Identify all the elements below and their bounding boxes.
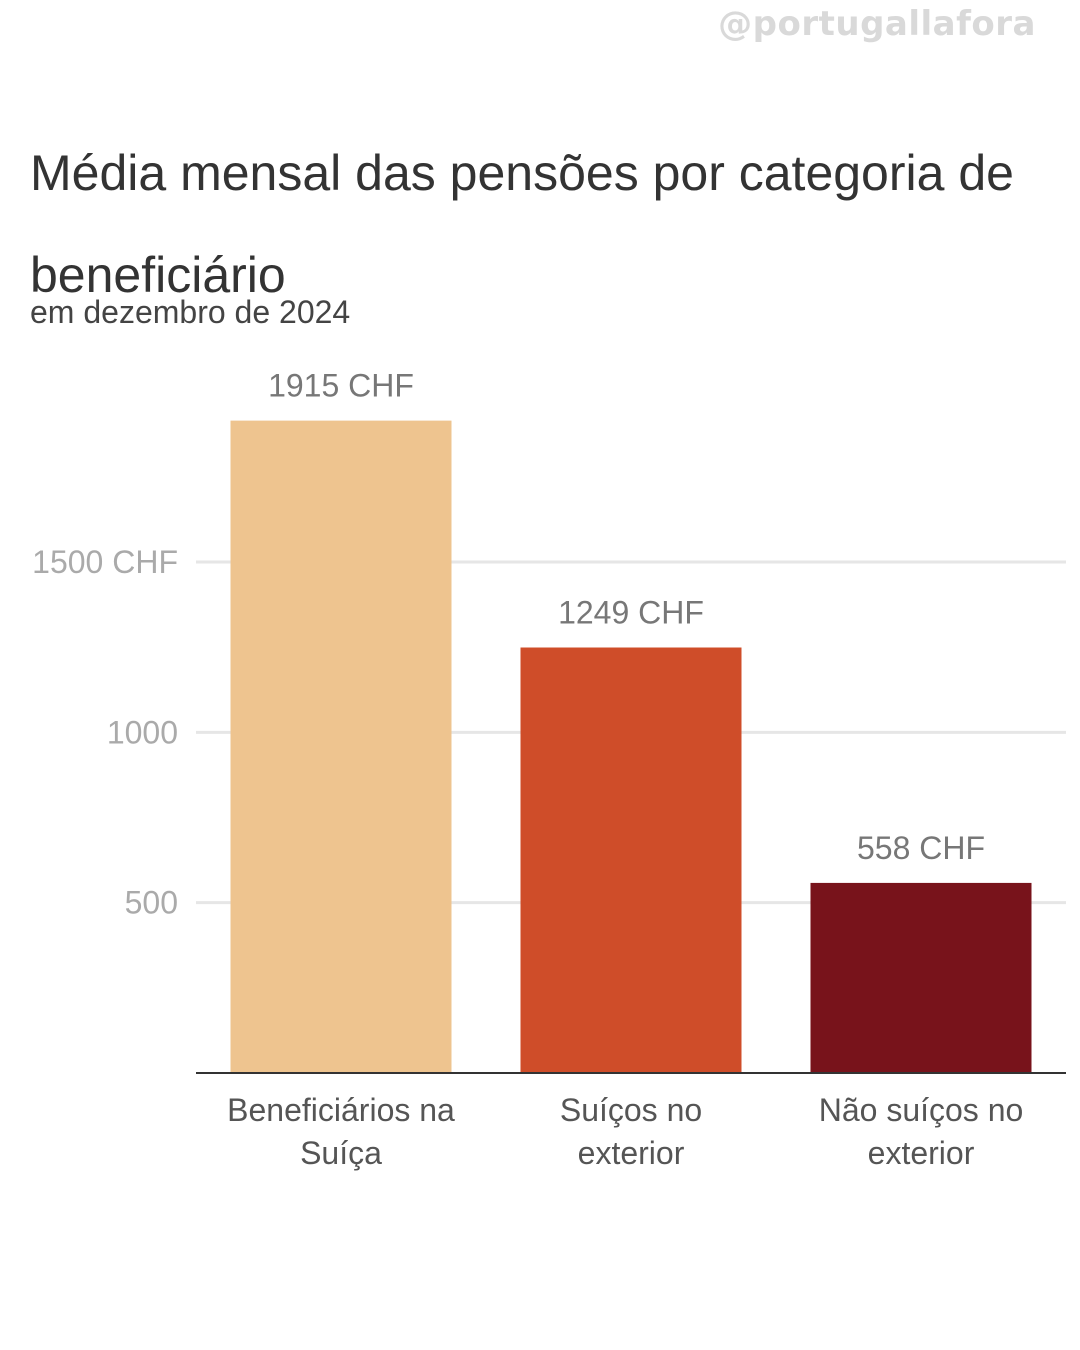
data-label: 1249 CHF [558,595,704,631]
watermark: @portugallafora [718,4,1036,44]
x-tick-label: exterior [578,1135,685,1171]
bar [520,647,742,1073]
chart-title: Média mensal das pensões por categoria d… [30,145,1014,303]
y-tick-label: 1500 CHF [32,544,178,580]
data-label: 1915 CHF [268,368,414,404]
x-tick-label: exterior [868,1135,975,1171]
x-tick-label: Suíça [300,1135,382,1171]
x-tick-label: Não suíços no [819,1092,1024,1128]
bar [810,882,1032,1073]
x-tick-label: Suíços no [560,1092,702,1128]
data-label: 558 CHF [857,830,985,866]
x-tick-label: Beneficiários na [227,1092,455,1128]
bar [230,420,452,1074]
y-tick-label: 500 [125,885,178,921]
y-tick-label: 1000 [107,714,178,750]
chart-subtitle: em dezembro de 2024 [30,294,351,330]
